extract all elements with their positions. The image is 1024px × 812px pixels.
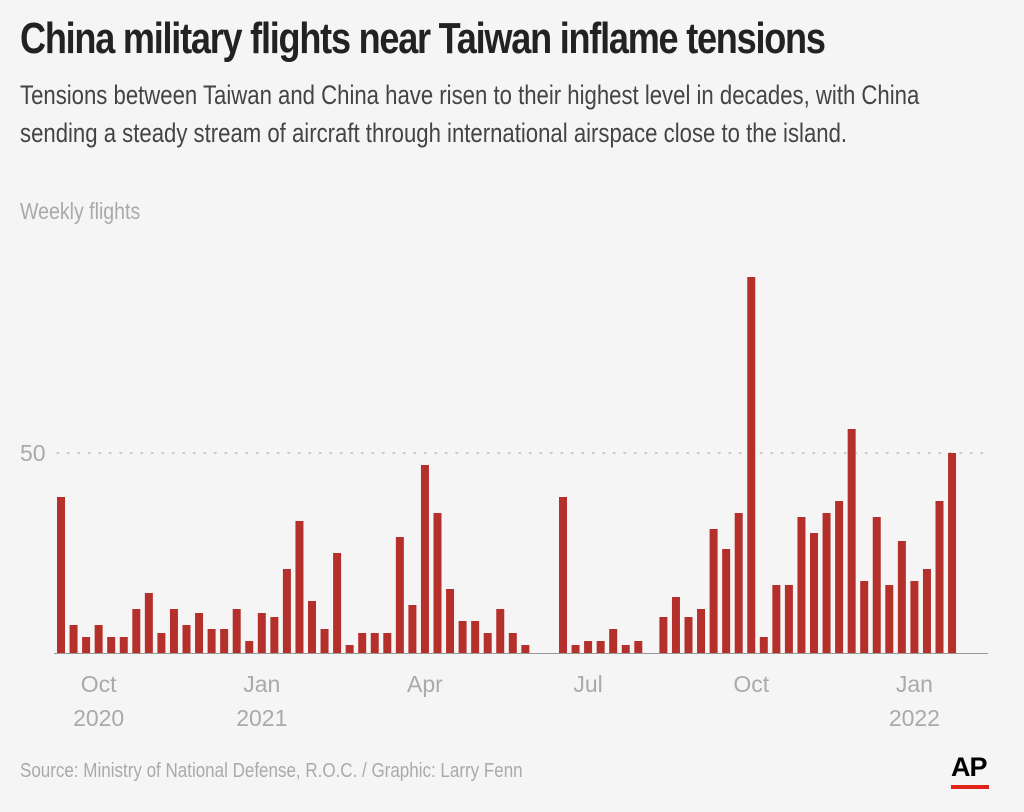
bar (709, 529, 718, 653)
bar (847, 429, 856, 653)
chart-title: China military flights near Taiwan infla… (20, 14, 826, 63)
bar (433, 513, 442, 653)
source-note: Source: Ministry of National Defense, R.… (20, 760, 523, 782)
bar (383, 633, 392, 653)
bar (922, 569, 931, 653)
y-axis-label: Weekly flights (20, 198, 141, 224)
bar (157, 633, 166, 653)
ap-logo-text: AP (951, 752, 988, 782)
bar (897, 541, 906, 653)
x-tick-year-label: 2022 (889, 705, 940, 731)
bar (684, 617, 693, 653)
bar (734, 513, 743, 653)
bar (885, 585, 894, 653)
bar (107, 637, 116, 653)
bars (57, 277, 957, 653)
bar (471, 621, 480, 653)
x-tick-year-label: 2021 (236, 705, 287, 731)
bar (132, 609, 141, 653)
bar (722, 549, 731, 653)
bar (245, 641, 254, 653)
bar (596, 641, 605, 653)
bar (508, 633, 517, 653)
bar (395, 537, 404, 653)
bar (82, 637, 91, 653)
bar (784, 585, 793, 653)
bar (282, 569, 291, 653)
bar (69, 625, 78, 653)
bar (358, 633, 367, 653)
bar (207, 629, 216, 653)
y-axis-ticks: 50 (20, 440, 46, 466)
bar (232, 609, 241, 653)
bar (671, 597, 680, 653)
bar (220, 629, 229, 653)
bar (759, 637, 768, 653)
bar (182, 625, 191, 653)
bar (295, 521, 304, 653)
bar (747, 277, 756, 653)
bar (571, 645, 580, 653)
bar (822, 513, 831, 653)
bar (458, 621, 467, 653)
bar (621, 645, 630, 653)
bar (446, 589, 455, 653)
bar (257, 613, 266, 653)
bar (797, 517, 806, 653)
bar (872, 517, 881, 653)
chart-subtitle: Tensions between Taiwan and China have r… (20, 80, 920, 148)
bar (144, 593, 153, 653)
x-axis-ticks: Oct 2020 Jan 2021 Apr Jul Oct Jan 2022 (73, 671, 940, 731)
bar (835, 501, 844, 653)
bar (910, 581, 919, 653)
bar (169, 609, 178, 653)
bar (320, 629, 329, 653)
bar (948, 453, 957, 653)
bar (496, 609, 505, 653)
x-tick-label: Jan (243, 671, 280, 697)
bar (584, 641, 593, 653)
bar (559, 497, 567, 653)
bar (420, 465, 429, 653)
bar (634, 641, 643, 653)
bar (935, 501, 944, 653)
x-tick-label: Jul (573, 671, 602, 697)
bar (659, 617, 668, 653)
x-tick-label: Apr (407, 671, 443, 697)
bar (697, 609, 706, 653)
bar (345, 645, 354, 653)
bar (195, 613, 204, 653)
x-tick-year-label: 2020 (73, 705, 124, 731)
x-tick-label: Oct (81, 671, 117, 697)
bar (333, 553, 342, 653)
bar (521, 645, 530, 653)
bar (57, 497, 65, 653)
y-tick-label: 50 (20, 440, 46, 466)
bar (408, 605, 417, 653)
bar (810, 533, 818, 653)
bar (270, 617, 279, 653)
bar (119, 637, 128, 653)
ap-logo: AP (951, 752, 991, 792)
x-tick-label: Jan (896, 671, 933, 697)
ap-logo-accent (951, 785, 989, 789)
bar (860, 581, 869, 653)
bar (483, 633, 492, 653)
bar (308, 601, 316, 653)
bar (772, 585, 781, 653)
bar (94, 625, 103, 653)
x-tick-label: Oct (733, 671, 769, 697)
bar (609, 629, 618, 653)
bar (370, 633, 379, 653)
